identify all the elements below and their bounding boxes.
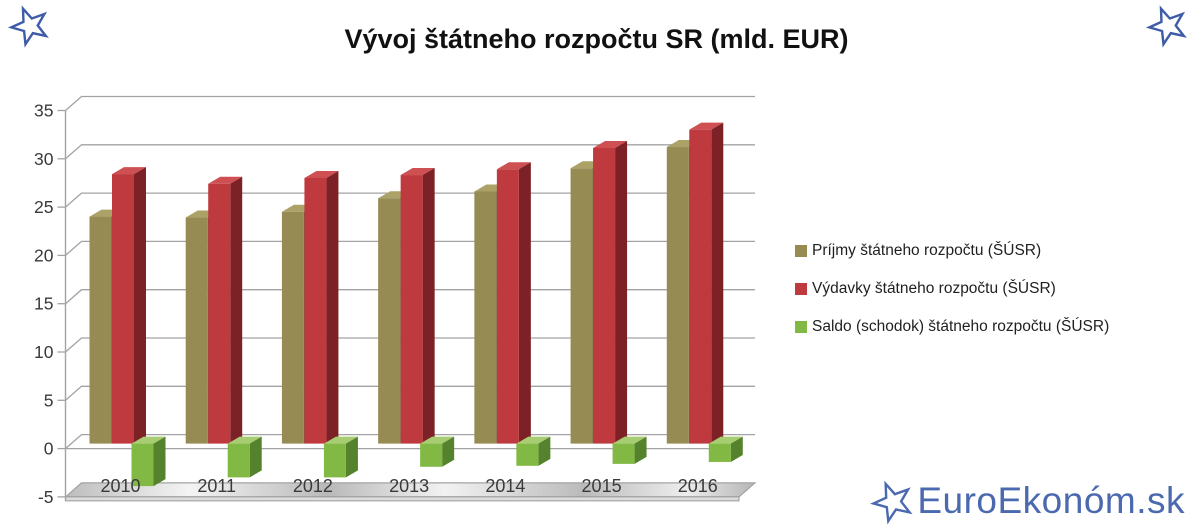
y-axis-tick-label: 10 — [34, 342, 54, 362]
y-axis-tick-label: 15 — [34, 294, 53, 314]
bar-2013-s1-side — [422, 168, 435, 444]
bar-2011-saldo-top — [227, 436, 262, 444]
bar-2014-saldo-top — [516, 436, 551, 444]
y-axis-tick-label: 25 — [34, 197, 53, 217]
x-axis-category-label: 2013 — [389, 476, 429, 496]
bar-2014-s1-top — [496, 162, 531, 170]
watermark-logo: EuroEkonóm.sk — [870, 477, 1185, 525]
bar-2010-saldo-side — [153, 436, 166, 487]
bar-2012-saldo-front — [323, 443, 346, 478]
bar-2015-s1-front — [593, 148, 616, 444]
bar-2010-s0-front — [89, 216, 112, 444]
bar-2016-s1-top — [689, 122, 724, 130]
bar-2010-saldo-top — [131, 436, 166, 444]
bar-2015-saldo-top — [612, 436, 647, 444]
x-axis-category-label: 2010 — [100, 476, 140, 496]
watermark-text: EuroEkonóm.sk — [917, 479, 1185, 521]
bar-2011-s0-front — [185, 217, 208, 444]
bar-2015-s1-side — [615, 141, 628, 444]
gridline — [65, 144, 755, 160]
bar-2014-s0-front — [474, 191, 497, 444]
legend-label-vydavky: Výdavky štátneho rozpočtu (ŠÚSR) — [812, 280, 1056, 297]
legend-item-prijmy: Príjmy štátneho rozpočtu (ŠÚSR) — [795, 242, 1109, 259]
bar-2016-saldo-front — [708, 443, 731, 462]
bar-2014-saldo-side — [538, 436, 551, 466]
chart-title: Vývoj štátneho rozpočtu SR (mld. EUR) — [344, 24, 849, 54]
bar-2010-s1-front — [112, 174, 134, 444]
bar-2016-s0-front — [666, 147, 689, 444]
watermark-star-icon — [870, 480, 913, 525]
legend-label-prijmy: Príjmy štátneho rozpočtu (ŠÚSR) — [812, 242, 1042, 259]
bar-2014-s1-front — [496, 169, 519, 444]
y-axis-tick-label: 20 — [34, 245, 54, 265]
legend-swatch-prijmy-icon — [795, 245, 807, 257]
legend-swatch-vydavky-icon — [795, 283, 807, 295]
bar-2015-s0-front — [570, 168, 593, 444]
bar-2015-saldo-front — [612, 443, 635, 464]
gridline — [65, 95, 755, 111]
x-axis-category-label: 2015 — [582, 476, 622, 496]
bar-2014-s1-side — [518, 162, 531, 444]
bar-2012-s1-side — [326, 170, 339, 444]
bar-2011-saldo-side — [249, 436, 262, 478]
bar-2010-s1-side — [134, 167, 146, 444]
bar-2016-s1-front — [689, 129, 712, 444]
bar-2012-saldo-side — [345, 436, 358, 478]
x-axis-category-label: 2014 — [485, 476, 525, 496]
bar-2011-s1-side — [230, 176, 243, 444]
bar-2016-saldo-side — [730, 436, 743, 462]
bar-2016-saldo-top — [708, 436, 743, 444]
bar-2013-s1-top — [400, 168, 435, 176]
bar-2011-s1-front — [208, 183, 231, 444]
bar-2012-s1-front — [304, 177, 327, 444]
bar-2011-s1-top — [208, 176, 243, 184]
bar-2010-saldo-front — [131, 443, 154, 487]
y-axis-tick-label: 0 — [44, 439, 54, 459]
bar-2014-saldo-front — [516, 443, 539, 466]
bar-2013-saldo-front — [420, 443, 443, 467]
bar-2010-s1-top — [112, 167, 146, 175]
bar-2013-s0-front — [378, 198, 401, 444]
bar-2011-saldo-front — [227, 443, 250, 478]
chart-legend: Príjmy štátneho rozpočtu (ŠÚSR) Výdavky … — [795, 242, 1110, 357]
bar-2013-saldo-top — [420, 436, 455, 444]
legend-item-vydavky: Výdavky štátneho rozpočtu (ŠÚSR) — [795, 280, 1109, 297]
x-axis-category-label: 2012 — [293, 476, 333, 496]
y-axis-tick-label: 5 — [44, 390, 54, 410]
chart-floor-edge — [65, 496, 740, 502]
legend-label-saldo: Saldo (schodok) štátneho rozpočtu (ŠÚSR) — [812, 318, 1110, 335]
x-axis-category-label: 2016 — [678, 476, 718, 496]
bar-2012-s1-top — [304, 170, 339, 178]
y-axis-tick-label: 30 — [34, 149, 54, 169]
bar-2015-s1-top — [593, 141, 628, 149]
bar-2013-s1-front — [400, 175, 423, 444]
bar-2016-s1-side — [711, 122, 724, 444]
x-axis-category-label: 2011 — [197, 476, 236, 496]
star-icon — [1146, 5, 1187, 48]
bar-2012-saldo-top — [323, 436, 358, 444]
y-axis-tick-label: 35 — [34, 101, 53, 121]
star-icon — [8, 5, 49, 48]
y-axis-tick-label: -5 — [38, 487, 54, 507]
bar-2015-saldo-side — [634, 436, 647, 464]
legend-item-saldo: Saldo (schodok) štátneho rozpočtu (ŠÚSR) — [795, 318, 1110, 335]
bar-2012-s0-front — [281, 211, 304, 444]
legend-swatch-saldo-icon — [795, 321, 807, 333]
bar-2013-saldo-side — [442, 436, 455, 467]
